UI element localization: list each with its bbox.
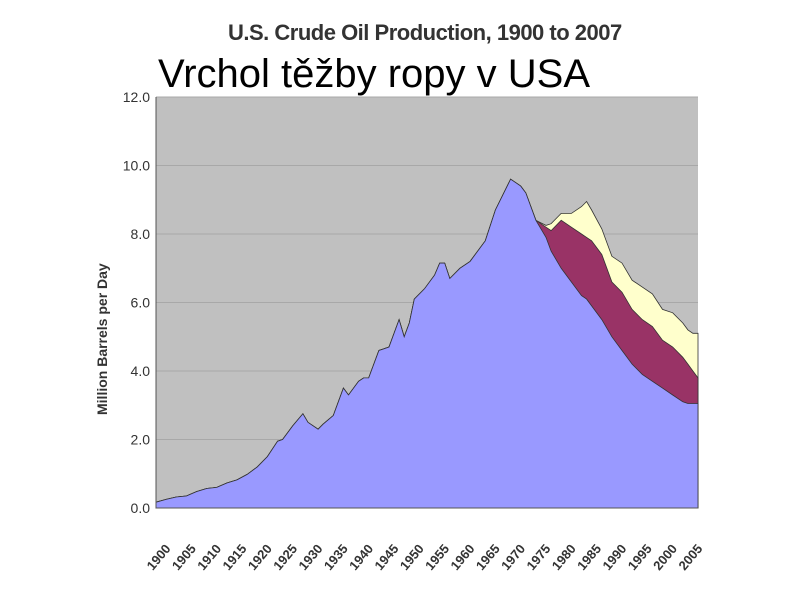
x-tick-label: 1985 (574, 541, 604, 573)
x-tick-label: 1940 (346, 541, 376, 573)
x-tick-label: 1990 (599, 541, 629, 573)
y-tick-labels: 0.0 2.0 4.0 6.0 8.0 10.0 12.0 (123, 89, 150, 516)
y-tick-label: 8.0 (131, 226, 151, 242)
x-tick-label: 1995 (625, 541, 655, 573)
y-axis-label: Million Barrels per Day (94, 263, 110, 415)
y-tick-label: 6.0 (131, 295, 151, 311)
x-tick-label: 1930 (295, 541, 325, 573)
series-area-3 (155, 178, 699, 509)
y-tick-label: 2.0 (131, 432, 151, 448)
y-tick-label: 10.0 (123, 158, 150, 174)
x-tick-label: 1920 (245, 541, 275, 573)
slide-title: Vrchol těžby ropy v USA (158, 52, 591, 96)
x-tick-label: 1945 (371, 541, 401, 573)
x-tick-label: 1960 (447, 541, 477, 573)
x-tick-label: 1915 (219, 541, 249, 573)
y-tick-label: 0.0 (131, 500, 151, 516)
x-tick-label: 1975 (523, 541, 553, 573)
x-tick-label: 2000 (650, 541, 680, 573)
x-tick-labels: 1900190519101915192019251930193519401945… (144, 541, 706, 573)
x-tick-label: 1910 (194, 541, 224, 573)
y-tick-label: 12.0 (123, 89, 150, 105)
x-tick-label: 1900 (144, 541, 174, 573)
x-tick-label: 1965 (473, 541, 503, 573)
x-tick-label: 1905 (169, 541, 199, 573)
y-tick-label: 4.0 (131, 363, 151, 379)
x-tick-label: 2005 (675, 541, 705, 573)
series-areas (155, 178, 699, 509)
x-tick-label: 1955 (422, 541, 452, 573)
x-tick-label: 1950 (397, 541, 427, 573)
x-tick-label: 1980 (549, 541, 579, 573)
x-tick-label: 1935 (321, 541, 351, 573)
x-tick-label: 1970 (498, 541, 528, 573)
chart-title: U.S. Crude Oil Production, 1900 to 2007 (228, 20, 622, 45)
x-tick-label: 1925 (270, 541, 300, 573)
